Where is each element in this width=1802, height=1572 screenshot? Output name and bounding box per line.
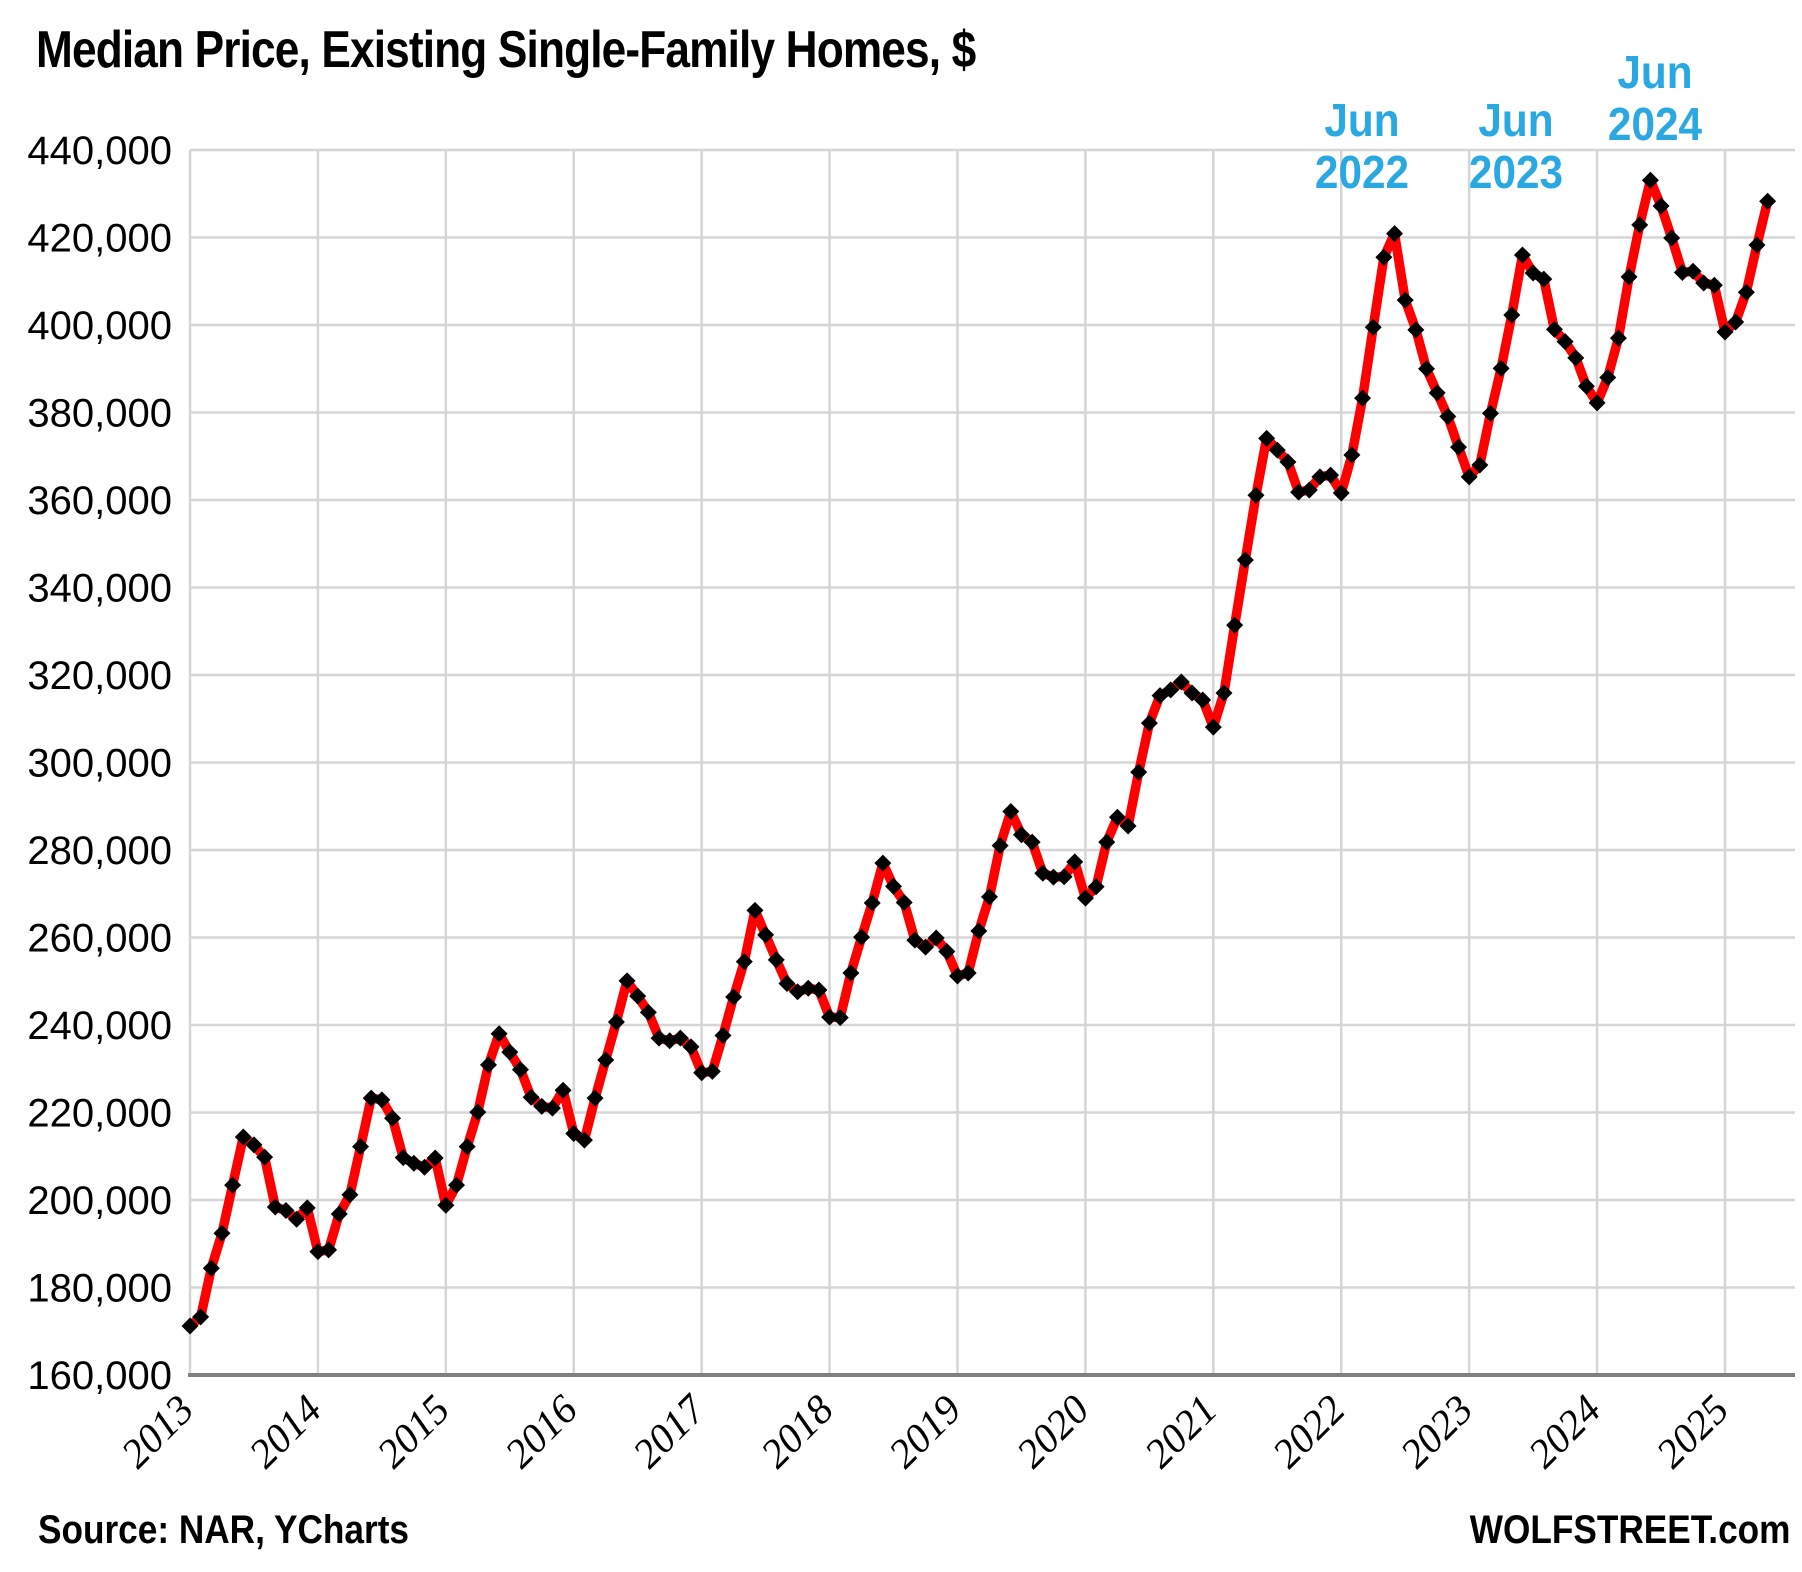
callout-jun-2023: Jun 2023 — [1469, 94, 1563, 198]
callout-month: Jun — [1478, 94, 1554, 146]
x-axis-label: 2023 — [1391, 1386, 1482, 1477]
x-axis-label: 2020 — [1007, 1386, 1098, 1477]
callout-month: Jun — [1324, 94, 1400, 146]
chart-title: Median Price, Existing Single-Family Hom… — [36, 21, 976, 79]
y-axis-label: 300,000 — [27, 742, 172, 786]
y-axis-label: 360,000 — [27, 479, 172, 523]
x-axis-label: 2019 — [879, 1386, 970, 1477]
x-axis-label: 2013 — [112, 1386, 203, 1477]
x-axis-label: 2016 — [496, 1385, 587, 1476]
callout-year: 2023 — [1468, 146, 1564, 198]
y-axis-label: 420,000 — [27, 217, 172, 261]
x-axis-label: 2015 — [368, 1386, 459, 1477]
y-axis-label: 380,000 — [27, 392, 172, 436]
y-axis-label: 400,000 — [27, 304, 172, 348]
x-axis-label: 2014 — [240, 1386, 331, 1477]
callout-month: Jun — [1617, 46, 1693, 98]
y-axis-label: 320,000 — [27, 654, 172, 698]
y-axis-label: 440,000 — [27, 129, 172, 173]
y-axis-label: 200,000 — [27, 1179, 172, 1223]
price-series-line — [185, 175, 1773, 1331]
y-axis-label: 180,000 — [27, 1267, 172, 1311]
x-axis-label: 2018 — [751, 1385, 842, 1476]
x-axis-label: 2024 — [1519, 1386, 1610, 1477]
brand-watermark: WOLFSTREET.com — [1469, 1508, 1790, 1552]
y-axis-label: 280,000 — [27, 829, 172, 873]
y-axis-label: 220,000 — [27, 1092, 172, 1136]
source-note: Source: NAR, YCharts — [38, 1508, 410, 1552]
y-axis-label: 160,000 — [27, 1354, 172, 1398]
y-axis-label: 240,000 — [27, 1004, 172, 1048]
y-axis-label: 260,000 — [27, 917, 172, 961]
callout-jun-2024: Jun 2024 — [1608, 46, 1702, 150]
callout-jun-2022: Jun 2022 — [1315, 94, 1409, 198]
x-axis-label: 2017 — [624, 1385, 716, 1477]
x-axis-label: 2025 — [1647, 1386, 1738, 1477]
callout-year: 2024 — [1607, 98, 1703, 150]
y-axis-label: 340,000 — [27, 567, 172, 611]
data-point-markers — [181, 171, 1777, 1335]
x-axis-label: 2022 — [1263, 1386, 1354, 1477]
x-axis-label: 2021 — [1135, 1386, 1226, 1477]
callout-year: 2022 — [1314, 146, 1410, 198]
